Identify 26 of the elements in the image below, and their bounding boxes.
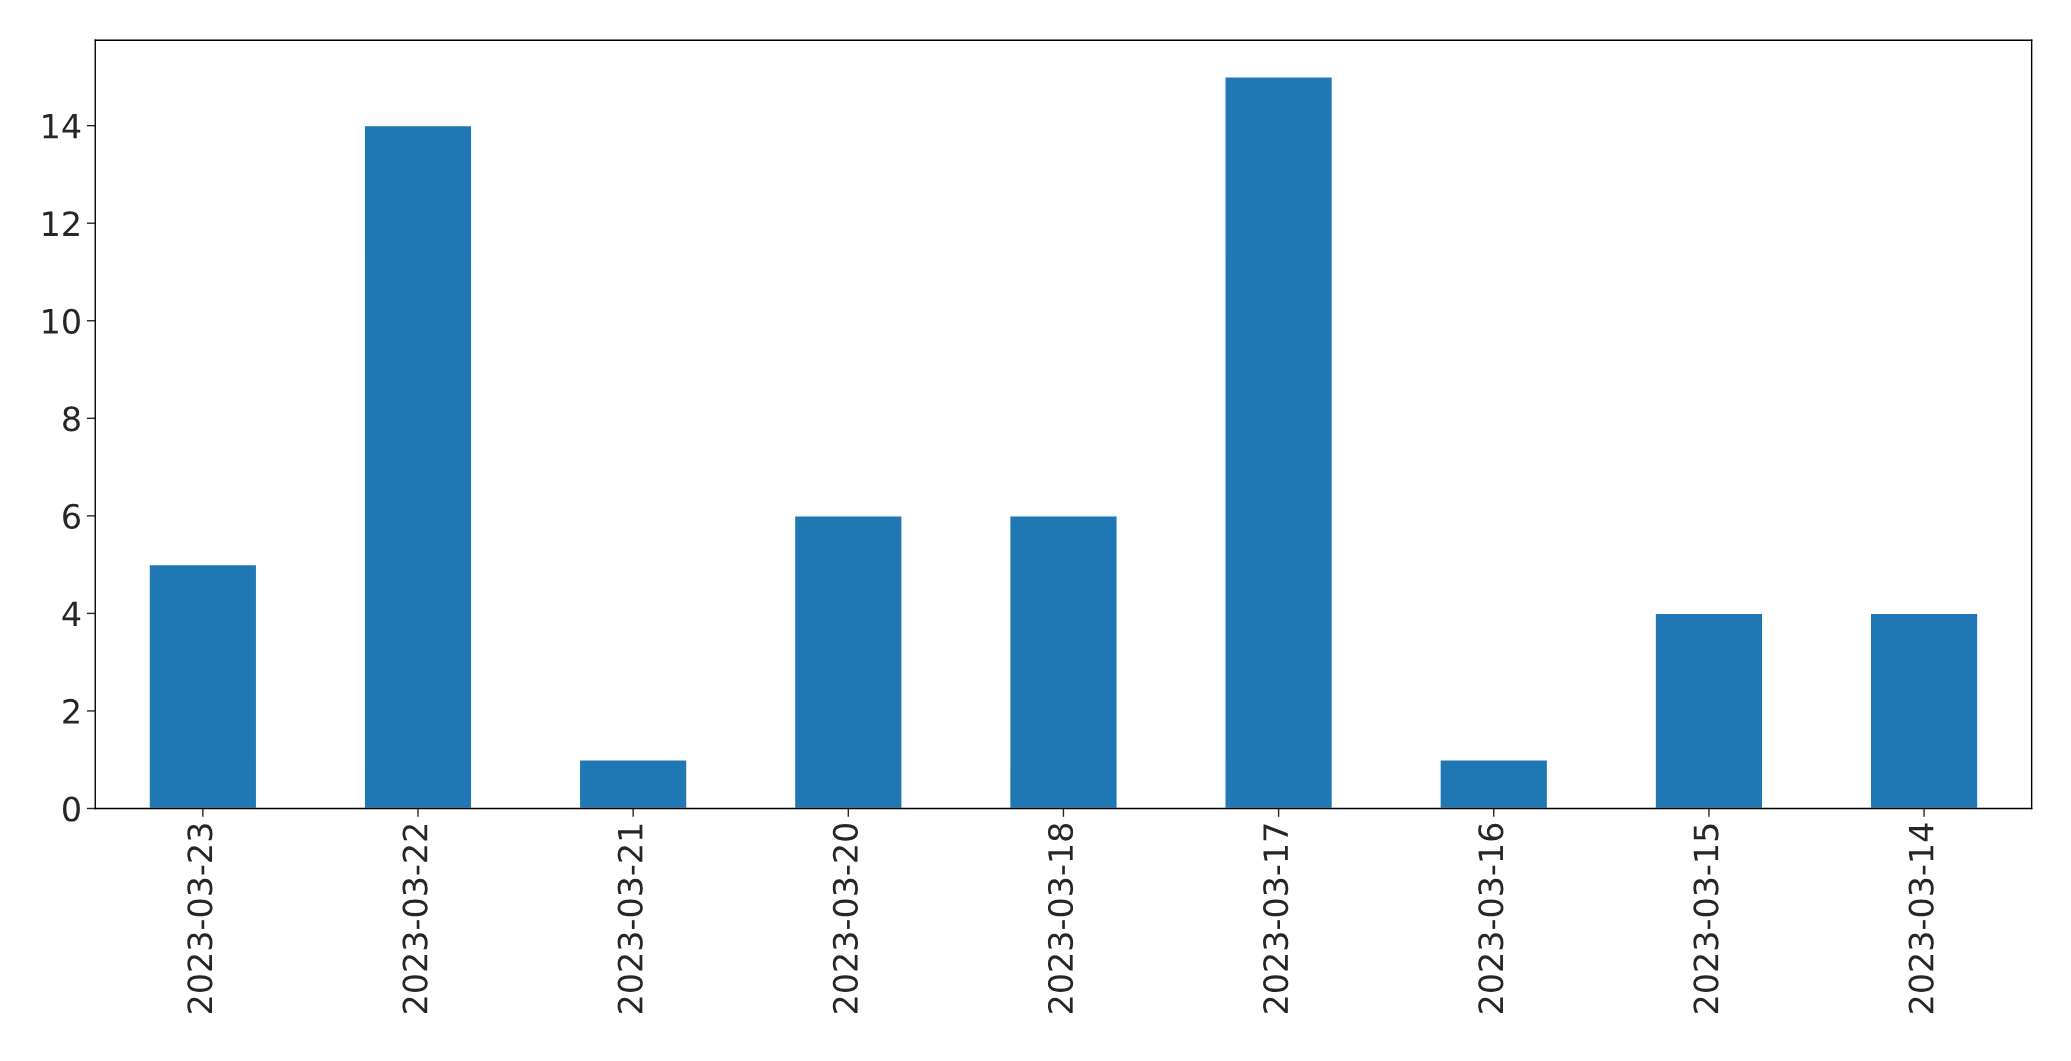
- y-tick-label: 10: [43, 308, 80, 334]
- y-tick-label: 8: [63, 406, 80, 432]
- x-tick-label: 2023-03-16: [1478, 823, 1504, 1013]
- bar: [1654, 612, 1764, 809]
- y-tick-label: 12: [43, 211, 79, 236]
- bar: [578, 759, 688, 809]
- bar: [148, 563, 258, 809]
- y-tick-label: 6: [63, 503, 80, 529]
- x-tick-label: 2023-03-14: [1908, 823, 1934, 1013]
- x-tick-label: 2023-03-17: [1263, 824, 1289, 1013]
- y-tick-label: 4: [62, 601, 81, 627]
- x-tick-label: 2023-03-21: [617, 824, 643, 1013]
- x-tick-label: 2023-03-22: [402, 825, 428, 1013]
- bar: [363, 124, 473, 809]
- x-tick-label: 2023-03-18: [1047, 823, 1074, 1013]
- y-tick-label: 0: [63, 796, 80, 822]
- x-tick-label: 2023-03-15: [1693, 824, 1719, 1013]
- bar: [1008, 515, 1118, 809]
- y-tick-label: 14: [43, 114, 81, 139]
- x-tick-label: 2023-03-20: [832, 823, 858, 1013]
- bar: [1224, 76, 1334, 809]
- y-tick-label: 2: [63, 698, 79, 724]
- bar: [1869, 612, 1979, 809]
- bar: [1439, 759, 1549, 809]
- x-tick-label: 2023-03-23: [187, 824, 213, 1013]
- bar: [793, 515, 903, 809]
